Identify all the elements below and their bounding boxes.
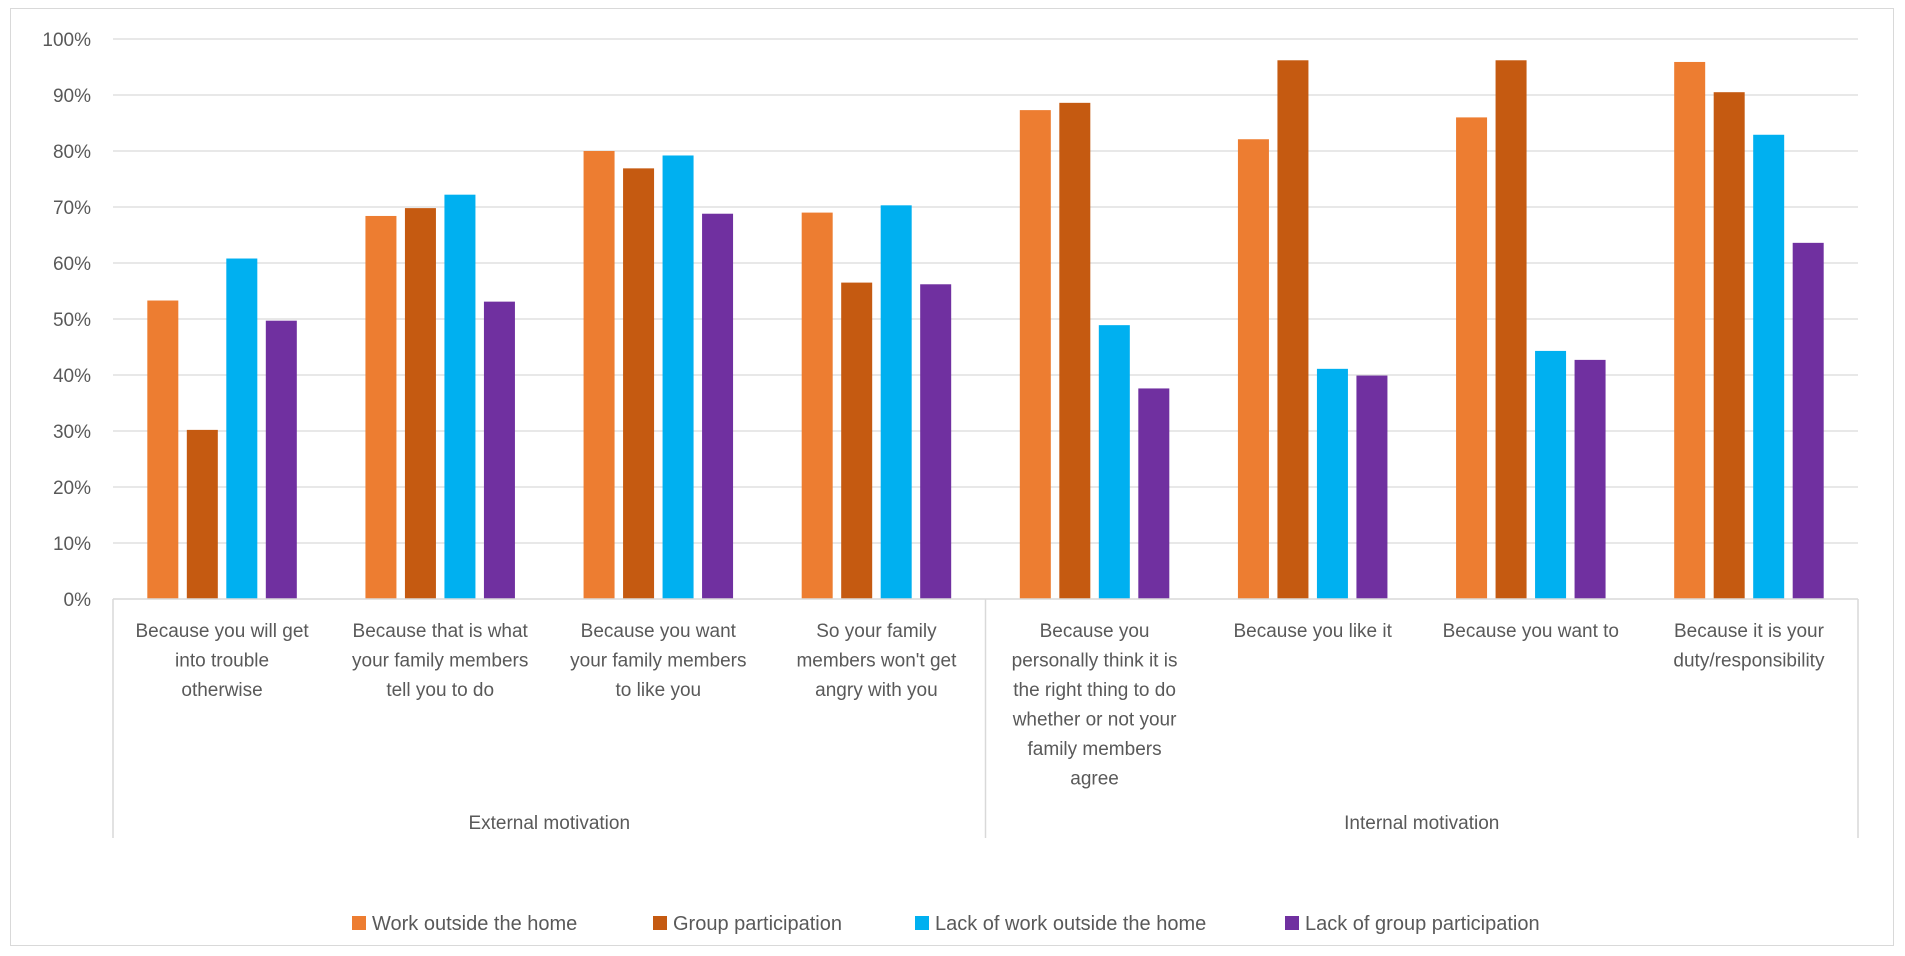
group-label: External motivation	[468, 813, 630, 834]
bar	[1674, 61, 1706, 599]
legend-label: Lack of work outside the home	[935, 913, 1206, 935]
legend-label: Work outside the home	[372, 913, 577, 935]
bar	[1277, 60, 1309, 599]
bar	[1792, 242, 1824, 599]
bar	[1316, 368, 1348, 599]
bar	[623, 168, 655, 600]
category-label: So your family members won't get angry wit…	[796, 621, 957, 701]
legend: Work outside the home Group participation…	[352, 913, 1540, 935]
group-label: Internal motivation	[1344, 813, 1499, 834]
bar	[226, 258, 258, 599]
bars	[147, 60, 1824, 600]
category-label: Because you want to	[1443, 621, 1619, 642]
gridlines	[113, 38, 1858, 544]
bar	[1456, 117, 1488, 600]
category-label: Because it is your duty/responsibility	[1673, 621, 1825, 672]
bar	[583, 151, 615, 599]
legend-label: Lack of group participation	[1305, 913, 1540, 935]
y-tick-label: 10%	[53, 534, 91, 555]
legend-swatch	[653, 916, 667, 930]
y-tick-label: 80%	[53, 142, 91, 163]
bar	[1138, 388, 1170, 599]
y-tick-label: 50%	[53, 310, 91, 331]
bar	[920, 284, 952, 599]
bar	[1753, 134, 1785, 599]
bar	[1535, 350, 1567, 599]
bar	[404, 208, 436, 599]
category-label: Because you personally think it is the rig…	[1012, 621, 1178, 790]
bar	[702, 213, 734, 599]
y-tick-label: 0%	[64, 590, 92, 611]
bar	[147, 300, 179, 599]
bar	[444, 194, 476, 599]
axes	[112, 598, 1859, 838]
bar	[1098, 325, 1130, 599]
group-labels: External motivation Internal motivation	[468, 813, 1499, 834]
bar	[801, 212, 833, 599]
y-axis-ticks: 0% 10% 20% 30% 40% 50% 60% 70% 80% 90% 100%	[42, 30, 91, 611]
legend-swatch	[915, 916, 929, 930]
bar	[1495, 60, 1527, 599]
legend-swatch	[1285, 916, 1299, 930]
category-labels: Because you will get into trouble otherwis…	[135, 621, 1824, 790]
y-tick-label: 90%	[53, 86, 91, 107]
y-tick-label: 60%	[53, 254, 91, 275]
bar	[186, 429, 218, 599]
bar	[1713, 92, 1745, 599]
bar	[265, 320, 297, 599]
legend-label: Group participation	[673, 913, 842, 935]
bar	[1356, 375, 1388, 599]
category-label: Because that is what your family members t…	[352, 621, 529, 701]
bar	[483, 301, 515, 599]
bar	[365, 215, 397, 599]
y-tick-label: 20%	[53, 478, 91, 499]
bar	[841, 282, 873, 599]
category-label: Because you will get into trouble otherwis…	[135, 621, 309, 701]
y-tick-label: 40%	[53, 366, 91, 387]
category-label: Because you want your family members to li…	[570, 621, 746, 701]
y-tick-label: 100%	[42, 30, 91, 51]
bar	[880, 205, 912, 599]
bar	[1019, 110, 1051, 600]
bar	[1059, 102, 1091, 599]
bar	[1237, 139, 1269, 600]
legend-swatch	[352, 916, 366, 930]
y-tick-label: 30%	[53, 422, 91, 443]
bar	[662, 155, 694, 600]
bar	[1574, 359, 1606, 599]
y-tick-label: 70%	[53, 198, 91, 219]
category-label: Because you like it	[1233, 621, 1392, 642]
